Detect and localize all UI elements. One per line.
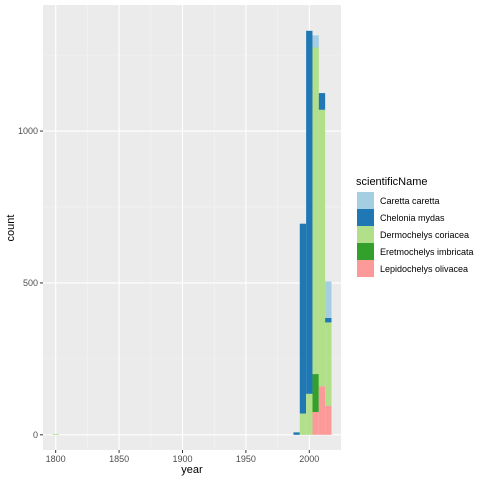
bar-dermochelys-coriacea-2015	[325, 322, 332, 406]
y-axis: 0 500 1000	[18, 126, 43, 440]
legend-title: scientificName	[356, 176, 428, 188]
bar-eretmochelys-imbricata-2005	[312, 374, 319, 413]
bar-chelonia-mydas-2010	[318, 93, 326, 110]
legend: scientificName Caretta caretta Chelonia m…	[356, 176, 474, 277]
y-tick-label: 0	[33, 430, 38, 440]
bar-chelonia-mydas-1990	[293, 432, 300, 435]
bar-chelonia-mydas-2000	[306, 30, 313, 394]
x-tick-label: 1900	[172, 454, 192, 464]
x-tick-label: 2000	[299, 454, 319, 464]
y-axis-title: count	[5, 215, 17, 242]
bar-lepidochelys-olivacea-2010	[318, 386, 326, 435]
bar-chelonia-mydas-1995	[299, 223, 307, 414]
legend-label-dermochelys-coriacea: Dermochelys coriacea	[380, 230, 469, 240]
bar-chelonia-mydas-2015	[325, 317, 332, 323]
legend-key-caretta-caretta	[357, 192, 374, 209]
legend-key-eretmochelys-imbricata	[357, 243, 374, 260]
bar-dermochelys-coriacea-1995	[299, 413, 307, 435]
legend-label-caretta-caretta: Caretta caretta	[380, 196, 440, 206]
legend-key-chelonia-mydas	[357, 209, 374, 226]
legend-key-dermochelys-coriacea	[357, 226, 374, 243]
x-axis: 1800 1850 1900 1950 2000	[46, 450, 319, 464]
legend-label-lepidochelys-olivacea: Lepidochelys olivacea	[380, 264, 468, 274]
y-tick-label: 500	[23, 278, 38, 288]
bar-dermochelys-coriacea-1800	[52, 434, 59, 436]
bar-dermochelys-coriacea-2000	[306, 393, 313, 435]
x-tick-label: 1850	[109, 454, 129, 464]
bars	[52, 30, 332, 436]
bar-caretta-caretta-2015	[325, 281, 332, 318]
bar-lepidochelys-olivacea-2015	[325, 405, 332, 435]
bar-caretta-caretta-2005	[312, 35, 319, 48]
grid-minor	[43, 5, 341, 450]
legend-label-chelonia-mydas: Chelonia mydas	[380, 213, 445, 223]
bar-dermochelys-coriacea-2005	[312, 47, 319, 375]
legend-key-lepidochelys-olivacea	[357, 260, 374, 277]
bar-lepidochelys-olivacea-2005	[312, 412, 319, 435]
x-axis-title: year	[181, 464, 203, 476]
x-tick-label: 1800	[46, 454, 66, 464]
plot-panel	[43, 5, 341, 450]
bar-dermochelys-coriacea-2010	[318, 109, 326, 387]
y-tick-label: 1000	[18, 126, 38, 136]
x-tick-label: 1950	[236, 454, 256, 464]
legend-label-eretmochelys-imbricata: Eretmochelys imbricata	[380, 247, 474, 257]
